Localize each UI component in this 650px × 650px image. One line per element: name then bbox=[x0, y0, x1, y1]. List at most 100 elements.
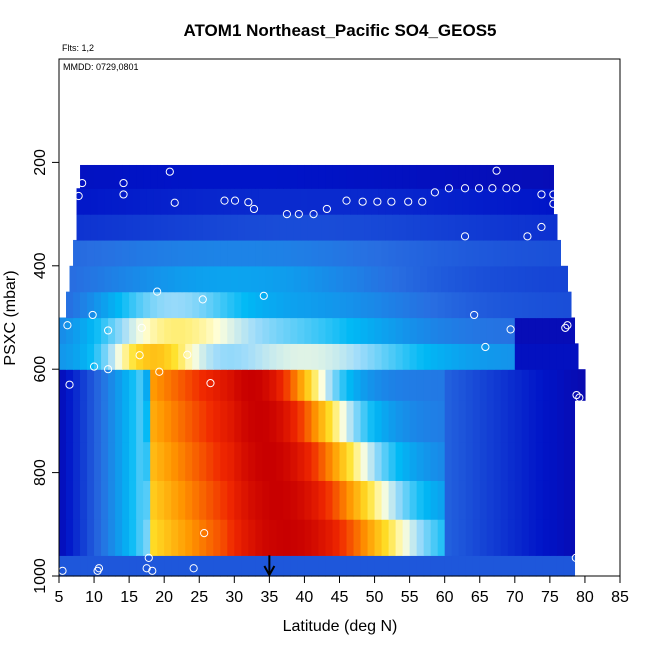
heatmap-cell bbox=[237, 265, 246, 293]
heatmap-cell bbox=[136, 555, 144, 577]
heatmap-cell bbox=[549, 441, 558, 481]
heatmap-cell bbox=[59, 441, 67, 481]
heatmap-cell bbox=[185, 164, 193, 189]
heatmap-cell bbox=[108, 164, 116, 189]
heatmap-cell bbox=[451, 441, 460, 481]
heatmap-cell bbox=[378, 214, 386, 241]
x-tick-label: 5 bbox=[55, 589, 64, 606]
heatmap-cell bbox=[346, 555, 355, 577]
heatmap-cell bbox=[290, 480, 299, 520]
heatmap-cell bbox=[136, 291, 144, 319]
heatmap-cell bbox=[115, 164, 123, 189]
heatmap-cell bbox=[276, 291, 284, 319]
heatmap-cell bbox=[486, 441, 495, 481]
heatmap-cell bbox=[304, 400, 313, 443]
heatmap-cell bbox=[451, 239, 460, 267]
heatmap-cell bbox=[486, 480, 495, 520]
heatmap-cell bbox=[409, 480, 418, 520]
heatmap-cell bbox=[237, 188, 246, 215]
heatmap-cell bbox=[332, 343, 341, 370]
heatmap-cell bbox=[143, 369, 151, 401]
heatmap-cell bbox=[227, 480, 235, 520]
heatmap-cell bbox=[374, 555, 383, 577]
heatmap-cell bbox=[395, 400, 404, 443]
heatmap-cell bbox=[528, 369, 537, 401]
heatmap-cell bbox=[304, 519, 313, 556]
heatmap-cell bbox=[101, 441, 109, 481]
heatmap-cell bbox=[556, 317, 565, 344]
heatmap-cell bbox=[150, 400, 158, 443]
marker-arrowhead bbox=[263, 565, 276, 578]
heatmap-cell bbox=[262, 343, 270, 370]
heatmap-cell bbox=[556, 555, 565, 577]
heatmap-cell bbox=[101, 400, 109, 443]
heatmap-cell bbox=[416, 239, 425, 267]
y-tick-label: 600 bbox=[32, 356, 49, 383]
heatmap-cell bbox=[129, 369, 137, 401]
heatmap-cell bbox=[304, 317, 313, 344]
heatmap-cell bbox=[325, 519, 334, 556]
flight-point bbox=[137, 323, 146, 332]
flight-point bbox=[155, 367, 164, 376]
heatmap-cell bbox=[300, 214, 309, 241]
heatmap-cell bbox=[388, 291, 397, 319]
heatmap-cell bbox=[381, 441, 390, 481]
heatmap-cell bbox=[122, 317, 130, 344]
heatmap-cell bbox=[444, 239, 453, 267]
flight-point bbox=[549, 190, 558, 199]
heatmap-cell bbox=[381, 400, 390, 443]
heatmap-cell bbox=[157, 239, 165, 267]
heatmap-cell bbox=[402, 291, 411, 319]
heatmap-cell bbox=[178, 164, 186, 189]
heatmap-cell bbox=[507, 343, 516, 370]
heatmap-cell bbox=[518, 265, 526, 293]
flight-point bbox=[88, 310, 97, 320]
heatmap-cell bbox=[80, 519, 88, 556]
heatmap-cell bbox=[150, 555, 158, 577]
heatmap-cell bbox=[350, 188, 358, 215]
heatmap-cell bbox=[129, 164, 137, 189]
heatmap-cell bbox=[108, 519, 116, 556]
heatmap-cell bbox=[59, 519, 67, 556]
heatmap-cell bbox=[87, 369, 95, 401]
flight-point bbox=[148, 566, 157, 575]
heatmap-cell bbox=[73, 369, 81, 401]
heatmap-cell bbox=[248, 343, 256, 370]
heatmap-cell bbox=[171, 164, 179, 189]
heatmap-cell bbox=[59, 343, 67, 370]
heatmap-cell bbox=[535, 317, 544, 344]
heatmap-cell bbox=[328, 214, 337, 241]
heatmap-cell bbox=[395, 239, 404, 267]
heatmap-cell bbox=[94, 400, 102, 443]
heatmap-cell bbox=[192, 441, 200, 481]
heatmap-cell bbox=[500, 239, 509, 267]
heatmap-cell bbox=[104, 214, 113, 241]
heatmap-cell bbox=[325, 369, 334, 401]
heatmap-cell bbox=[374, 317, 383, 344]
heatmap-cell bbox=[472, 164, 481, 189]
heatmap-cell bbox=[367, 343, 376, 370]
heatmap-cell bbox=[171, 343, 179, 370]
heatmap-cell bbox=[304, 239, 313, 267]
heatmap-cell bbox=[448, 214, 456, 241]
heatmap-cell bbox=[500, 369, 509, 401]
flight-point bbox=[358, 197, 367, 206]
heatmap-cell bbox=[556, 400, 565, 443]
x-tick-label: 85 bbox=[611, 589, 629, 606]
heatmap-cell bbox=[437, 369, 446, 401]
x-tick-label: 40 bbox=[296, 589, 314, 606]
heatmap-cell bbox=[542, 400, 551, 443]
heatmap-cell bbox=[388, 519, 397, 556]
heatmap-cell bbox=[59, 317, 67, 344]
heatmap-cell bbox=[335, 265, 344, 293]
y-tick-label: 800 bbox=[32, 459, 49, 486]
heatmap-cell bbox=[528, 164, 537, 189]
y-tick-label: 1000 bbox=[32, 558, 49, 594]
heatmap-cell bbox=[209, 188, 218, 215]
heatmap-cell bbox=[332, 239, 341, 267]
heatmap-cell bbox=[434, 188, 442, 215]
heatmap-cell bbox=[535, 441, 544, 481]
heatmap-cell bbox=[339, 480, 348, 520]
heatmap-cell bbox=[188, 214, 197, 241]
heatmap-cell bbox=[178, 555, 186, 577]
